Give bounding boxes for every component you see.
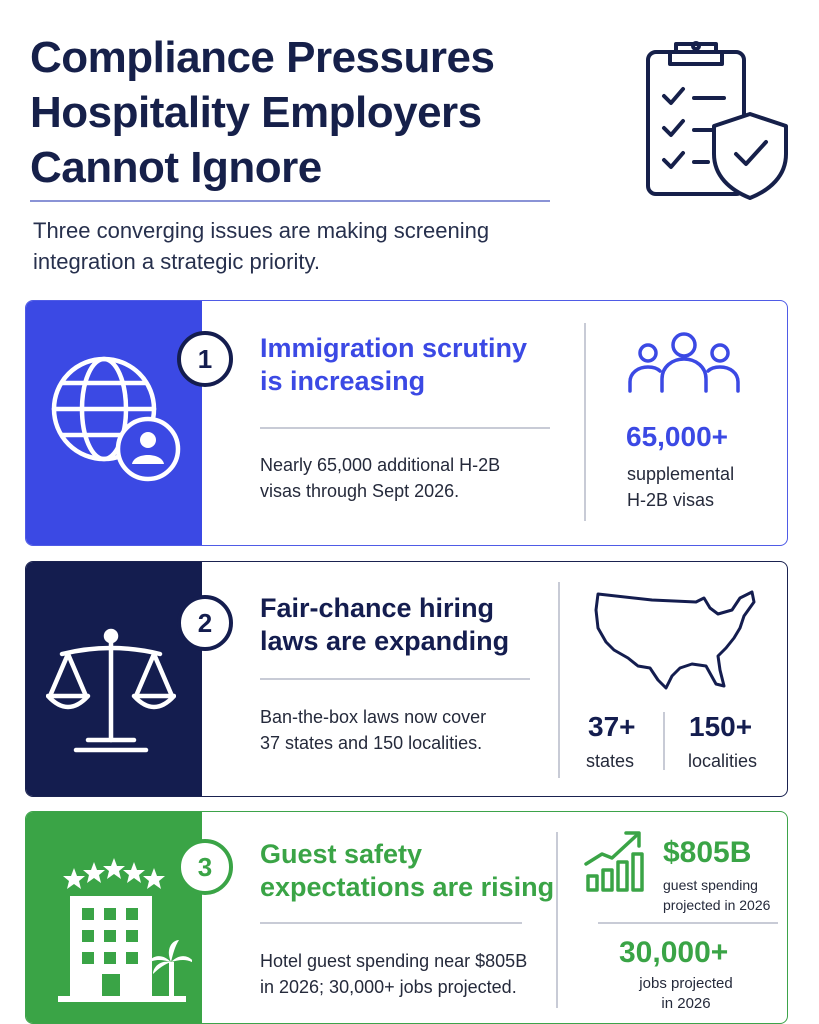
issue-description: Hotel guest spending near $805B in 2026;… xyxy=(260,948,527,1000)
issue-card-fair-chance: 2 Fair-chance hiring laws are expanding … xyxy=(25,561,788,797)
stat-label-line: in 2026 xyxy=(661,995,711,1012)
description-line: Nearly 65,000 additional H-2B xyxy=(260,455,501,475)
stat-divider xyxy=(558,582,560,778)
stat-label-line: H-2B visas xyxy=(627,490,715,510)
stat-label: jobs projected in 2026 xyxy=(606,974,766,1014)
heading-line: Immigration scrutiny xyxy=(260,333,528,363)
subtitle-line: integration a strategic priority. xyxy=(33,249,320,274)
heading-line: Fair-chance hiring xyxy=(260,593,495,623)
stat-separator xyxy=(598,922,778,924)
page-subtitle: Three converging issues are making scree… xyxy=(33,215,553,277)
issue-card-immigration: 1 Immigration scrutiny is increasing Nea… xyxy=(25,300,788,546)
title-line: Cannot Ignore xyxy=(30,143,322,192)
card-side-panel xyxy=(26,562,202,796)
stat-divider xyxy=(556,832,558,1008)
stat-label-line: jobs projected xyxy=(639,975,733,992)
subtitle-line: Three converging issues are making scree… xyxy=(33,218,490,243)
issue-number-badge: 2 xyxy=(177,595,233,651)
stat-label: states xyxy=(586,751,635,771)
stat-value: 65,000+ xyxy=(626,421,728,452)
card-side-panel xyxy=(26,812,202,1023)
issue-heading: Immigration scrutiny is increasing xyxy=(260,332,527,398)
heading-divider xyxy=(260,427,550,429)
issue-heading: Fair-chance hiring laws are expanding xyxy=(260,592,509,658)
stat-value: $805B xyxy=(663,836,752,869)
issue-description: Ban-the-box laws now cover 37 states and… xyxy=(260,704,486,756)
heading-divider xyxy=(260,678,530,680)
card-side-panel xyxy=(26,301,202,545)
issue-heading: Guest safety expectations are rising xyxy=(260,838,554,904)
stat-value: 150+ xyxy=(689,711,753,742)
description-line: visas through Sept 2026. xyxy=(260,481,460,501)
stat-label: localities xyxy=(688,751,758,771)
title-line: Hospitality Employers xyxy=(30,88,482,137)
stat-label-line: supplemental xyxy=(627,464,735,484)
title-line: Compliance Pressures xyxy=(30,33,495,82)
stat-separator xyxy=(663,712,665,770)
clipboard-checklist-shield-icon xyxy=(646,41,788,200)
stat-label: guest spending projected in 2026 xyxy=(663,875,770,915)
hotel-palm-icon xyxy=(58,858,192,1002)
description-line: Ban-the-box laws now cover xyxy=(260,707,487,727)
scales-of-justice-icon xyxy=(46,628,176,753)
stat-label-line: guest spending xyxy=(663,877,758,893)
issue-card-guest-safety: 3 Guest safety expectations are rising H… xyxy=(25,811,788,1024)
heading-line: expectations are rising xyxy=(260,872,555,902)
usa-map-icon xyxy=(594,590,756,690)
stat-value: 37+ xyxy=(588,711,636,742)
stat-label-line: projected in 2026 xyxy=(663,897,771,913)
description-line: 37 states and 150 localities. xyxy=(260,733,483,753)
description-line: Hotel guest spending near $805B xyxy=(260,951,528,971)
stat-divider xyxy=(584,323,586,521)
globe-user-icon xyxy=(51,356,181,482)
issue-number-badge: 3 xyxy=(177,839,233,895)
heading-line: laws are expanding xyxy=(260,626,510,656)
people-group-icon xyxy=(628,332,740,393)
stat-value: 30,000+ xyxy=(619,936,729,969)
heading-line: Guest safety xyxy=(260,839,423,869)
stat-label: supplemental H-2B visas xyxy=(627,461,734,513)
description-line: in 2026; 30,000+ jobs projected. xyxy=(260,977,517,997)
heading-divider xyxy=(260,922,522,924)
page-title: Compliance Pressures Hospitality Employe… xyxy=(30,30,550,195)
issue-number-badge: 1 xyxy=(177,331,233,387)
star-icon xyxy=(63,868,85,889)
growth-chart-icon xyxy=(584,831,644,892)
title-divider xyxy=(30,200,550,202)
heading-line: is increasing xyxy=(260,366,426,396)
issue-description: Nearly 65,000 additional H-2B visas thro… xyxy=(260,452,500,504)
